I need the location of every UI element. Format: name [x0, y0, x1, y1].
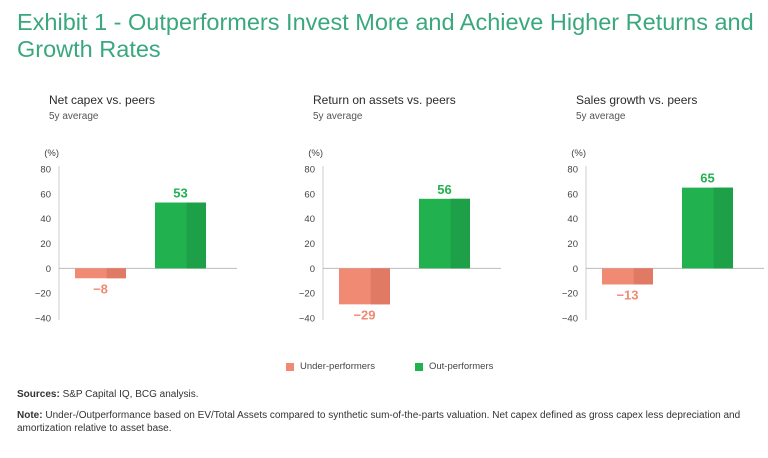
- bar-shade-under-performers: [370, 268, 390, 305]
- chart-panel-return-on-assets: Return on assets vs. peers 5y average (%…: [299, 93, 543, 343]
- chart-subtitle: 5y average: [576, 111, 626, 122]
- bar-shade-out-performers: [450, 198, 470, 269]
- chart-subtitle: 5y average: [313, 111, 363, 122]
- y-tick-label: 60: [40, 189, 51, 200]
- y-tick-label: 80: [40, 165, 51, 176]
- bar-chart-return-on-assets: (%) 80 60 40 20 0 −20 −40 −29 56: [299, 148, 501, 325]
- y-tick-label: 20: [567, 239, 578, 250]
- y-axis-unit: (%): [571, 148, 586, 159]
- bar-shade-under-performers: [106, 268, 126, 279]
- note-label: Note:: [17, 410, 43, 421]
- y-tick-label: 40: [40, 214, 51, 225]
- data-label-out-performers: 56: [437, 182, 451, 197]
- bar-chart-net-capex: (%) 80 60 40 20 0 −20 −40 −8 53: [35, 148, 237, 325]
- data-label-under-performers: −8: [93, 281, 108, 296]
- y-tick-label: −40: [299, 314, 315, 325]
- y-tick-label: 80: [304, 165, 315, 176]
- bar-shade-under-performers: [633, 268, 653, 285]
- y-axis-unit: (%): [308, 148, 323, 159]
- y-tick-label: 60: [304, 189, 315, 200]
- y-tick-label: −40: [562, 314, 578, 325]
- note-text: Under-/Outperformance based on EV/Total …: [17, 410, 741, 434]
- data-label-under-performers: −29: [353, 307, 375, 322]
- y-tick-label: −20: [35, 289, 51, 300]
- y-tick-label: 80: [567, 165, 578, 176]
- data-label-out-performers: 53: [173, 186, 187, 201]
- y-tick-label: 0: [310, 264, 315, 275]
- exhibit-title: Exhibit 1 - Outperformers Invest More an…: [17, 9, 754, 62]
- sources-text: S&P Capital IQ, BCG analysis.: [62, 389, 199, 400]
- chart-legend: Under-performers Out-performers: [286, 361, 493, 372]
- legend-swatch-under: [286, 362, 294, 371]
- legend-item-out: Out-performers: [414, 361, 494, 372]
- chart-title: Sales growth vs. peers: [576, 93, 698, 107]
- bar-shade-out-performers: [713, 187, 733, 269]
- y-axis-unit: (%): [44, 148, 59, 159]
- y-tick-label: 0: [46, 264, 51, 275]
- legend-label-under: Under-performers: [300, 361, 375, 372]
- data-label-out-performers: 65: [700, 171, 714, 186]
- chart-title: Return on assets vs. peers: [313, 93, 456, 107]
- y-tick-label: −20: [299, 289, 315, 300]
- sources-label: Sources:: [17, 389, 60, 400]
- legend-item-under: Under-performers: [286, 361, 375, 372]
- note-line: Note: Under-/Outperformance based on EV/…: [17, 409, 757, 435]
- chart-title: Net capex vs. peers: [49, 93, 156, 107]
- legend-label-out: Out-performers: [428, 361, 494, 372]
- y-tick-label: 40: [567, 214, 578, 225]
- y-tick-label: −20: [562, 289, 578, 300]
- data-label-under-performers: −13: [616, 287, 638, 302]
- sources-line: Sources: S&P Capital IQ, BCG analysis.: [17, 388, 757, 401]
- chart-panel-net-capex: Net capex vs. peers 5y average (%) 80 60 40…: [35, 93, 279, 343]
- y-tick-label: 20: [304, 239, 315, 250]
- legend-swatch-out: [414, 362, 423, 371]
- y-tick-label: 0: [573, 264, 578, 275]
- y-tick-label: 20: [40, 239, 51, 250]
- y-tick-label: 40: [304, 214, 315, 225]
- bar-under-performers: [75, 268, 126, 279]
- y-tick-label: 60: [567, 189, 578, 200]
- y-tick-label: −40: [35, 314, 51, 325]
- chart-subtitle: 5y average: [49, 111, 99, 122]
- bar-chart-sales-growth: (%) 80 60 40 20 0 −20 −40 −13 65: [562, 148, 764, 325]
- chart-panel-sales-growth: Sales growth vs. peers 5y average (%) 80 6…: [562, 93, 768, 343]
- bar-shade-out-performers: [186, 202, 206, 269]
